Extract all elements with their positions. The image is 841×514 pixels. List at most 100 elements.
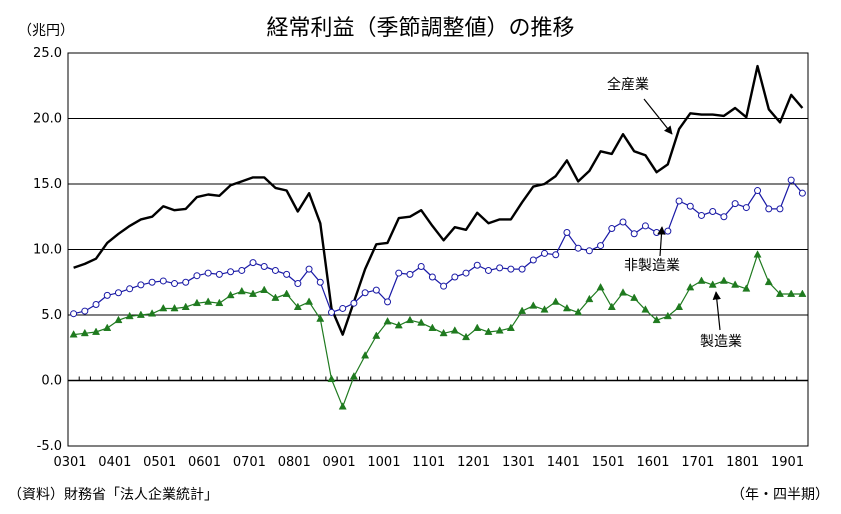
- series-non-manufacturing-point: [630, 230, 638, 238]
- x-tick-label: 0901: [323, 455, 356, 470]
- series-manufacturing-point: [181, 302, 190, 310]
- series-non-manufacturing-point: [395, 269, 403, 277]
- series-manufacturing-point: [417, 318, 426, 326]
- series-manufacturing-point: [204, 297, 213, 305]
- y-tick-label: 25.0: [33, 46, 62, 61]
- series-non-manufacturing-point: [103, 291, 111, 299]
- series-non-manufacturing-point: [372, 286, 380, 294]
- series-manufacturing-point: [383, 317, 392, 325]
- series-non-manufacturing-point: [283, 270, 291, 278]
- series-manufacturing-point: [361, 351, 370, 359]
- series-manufacturing-point: [618, 288, 628, 296]
- series-non-manufacturing-point: [462, 269, 470, 277]
- x-tick-label: 1601: [636, 455, 669, 470]
- series-non-manufacturing-point: [451, 273, 459, 281]
- series-non-manufacturing-point: [473, 261, 481, 269]
- series-manufacturing-point: [518, 306, 527, 314]
- series-manufacturing-point: [237, 286, 246, 295]
- x-tick-label: 0701: [233, 455, 266, 470]
- y-tick-label: 0.0: [41, 374, 62, 389]
- series-non-manufacturing-line: [73, 179, 803, 315]
- series-manufacturing-leader: [712, 291, 721, 331]
- series-manufacturing-point: [731, 280, 740, 288]
- x-tick-label: 1701: [681, 455, 714, 470]
- series-non-manufacturing-point: [518, 265, 526, 273]
- series-manufacturing-point: [495, 326, 504, 334]
- series-non-manufacturing-point: [193, 272, 201, 280]
- series-manufacturing-point: [473, 323, 482, 331]
- series-non-manufacturing-point: [597, 242, 605, 250]
- series-all-industries-label: 全産業: [607, 76, 649, 93]
- y-tick-label: 5.0: [41, 308, 62, 323]
- series-non-manufacturing-point: [406, 270, 414, 278]
- series-manufacturing-point: [327, 374, 336, 383]
- series-non-manufacturing-point: [574, 244, 582, 252]
- series-non-manufacturing-point: [440, 282, 448, 290]
- series-manufacturing-point: [305, 297, 314, 305]
- series-non-manufacturing-point: [249, 259, 257, 267]
- series-manufacturing-point: [80, 328, 89, 337]
- x-axis-unit-label: （年・四半期）: [731, 487, 829, 503]
- y-tick-label: -5.0: [37, 439, 62, 454]
- series-manufacturing-point: [585, 294, 594, 303]
- series-manufacturing-label: 製造業: [700, 334, 742, 350]
- series-manufacturing-point: [697, 276, 706, 284]
- series-non-manufacturing-point: [675, 197, 683, 205]
- series-non-manufacturing-point: [585, 247, 593, 255]
- series-manufacturing-point: [775, 289, 784, 297]
- series-manufacturing-point: [394, 320, 403, 329]
- x-tick-label: 0801: [278, 455, 311, 470]
- series-non-manufacturing-point: [70, 310, 78, 318]
- series-manufacturing-point: [753, 250, 762, 258]
- series-manufacturing-point: [607, 302, 616, 310]
- series-manufacturing-point: [372, 331, 381, 339]
- series-manufacturing-point: [338, 402, 347, 410]
- x-tick-label: 1301: [502, 455, 535, 470]
- series-manufacturing-point: [506, 323, 515, 331]
- series-non-manufacturing-point: [563, 228, 571, 236]
- x-tick-label: 0601: [188, 455, 221, 470]
- series-non-manufacturing-point: [484, 266, 492, 274]
- series-non-manufacturing-point: [204, 269, 212, 277]
- series-non-manufacturing-point: [641, 222, 649, 230]
- series-non-manufacturing-point: [686, 202, 694, 210]
- x-tick-label: 1901: [771, 455, 804, 470]
- series-non-manufacturing-point: [619, 218, 627, 226]
- series-non-manufacturing-point: [541, 249, 549, 257]
- series-manufacturing-point: [293, 302, 302, 310]
- series-manufacturing-point: [439, 328, 448, 337]
- x-tick-label: 1001: [367, 455, 400, 470]
- series-manufacturing-point: [596, 282, 605, 291]
- series-non-manufacturing-point: [305, 265, 313, 273]
- series-non-manufacturing-point: [227, 268, 235, 276]
- series-non-manufacturing-point: [260, 263, 268, 271]
- y-tick-label: 20.0: [33, 112, 62, 127]
- series-non-manufacturing-point: [765, 205, 773, 213]
- series-manufacturing-point: [92, 327, 101, 335]
- series-non-manufacturing-point: [709, 208, 717, 216]
- series-non-manufacturing-point: [316, 278, 324, 286]
- x-tick-label: 1101: [412, 455, 445, 470]
- series-manufacturing-point: [170, 303, 179, 312]
- series-manufacturing-point: [260, 285, 269, 293]
- series-non-manufacturing-point: [81, 307, 89, 315]
- series-non-manufacturing-point: [720, 213, 728, 221]
- series-non-manufacturing-point: [339, 304, 347, 312]
- series-non-manufacturing-point: [742, 204, 750, 212]
- series-manufacturing-point: [742, 284, 751, 292]
- series-non-manufacturing-point: [552, 251, 560, 259]
- series-manufacturing-point: [215, 298, 224, 307]
- series-non-manufacturing-point: [608, 225, 616, 233]
- series-manufacturing-point: [562, 303, 571, 312]
- series-manufacturing-point: [708, 280, 717, 288]
- series-non-manufacturing-point: [496, 264, 504, 272]
- series-non-manufacturing-point: [664, 227, 672, 235]
- series-manufacturing-point: [663, 311, 672, 320]
- x-tick-label: 0301: [53, 455, 86, 470]
- series-non-manufacturing-point: [327, 308, 335, 316]
- x-tick-label: 1801: [726, 455, 759, 470]
- series-manufacturing-point: [641, 305, 650, 313]
- series-non-manufacturing-point: [754, 187, 762, 195]
- series-manufacturing-point: [405, 315, 414, 324]
- series-non-manufacturing-point: [126, 285, 134, 293]
